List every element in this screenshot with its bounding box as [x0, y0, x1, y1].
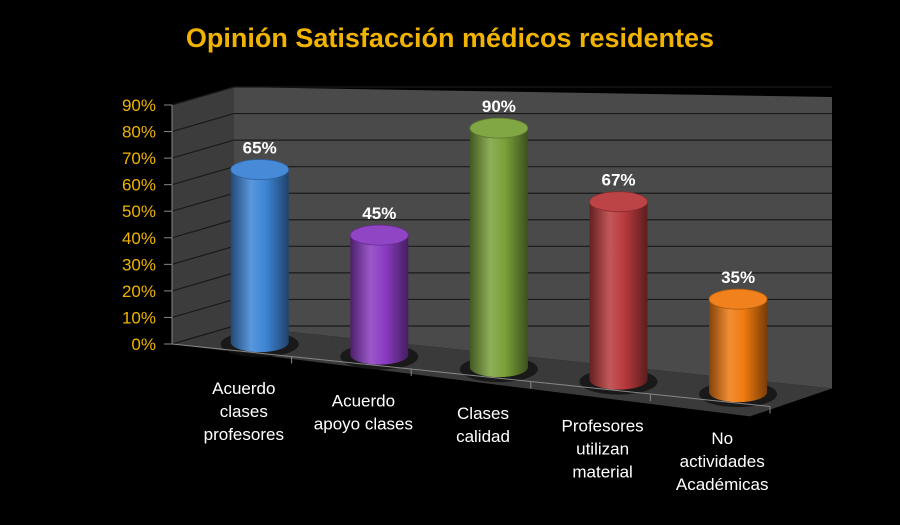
y-tick-label: 40%: [122, 229, 156, 248]
data-label: 67%: [601, 171, 635, 190]
gridline: [171, 86, 832, 106]
gridline: [171, 112, 832, 133]
x-tick-label: Acuerdo apoyo clases: [314, 392, 413, 434]
side-wall: [172, 87, 234, 344]
x-tick-label: Clases calidad: [456, 404, 510, 446]
y-tick-label: 60%: [122, 176, 156, 195]
y-tick-label: 80%: [122, 123, 156, 142]
bar-1: [220, 159, 299, 358]
x-tick-label: No actividades Académicas: [676, 429, 769, 494]
x-tick-label: Acuerdo clases profesores: [204, 379, 284, 444]
y-tick-label: 90%: [122, 96, 156, 115]
bar-5: [699, 288, 778, 408]
y-tick-label: 50%: [122, 202, 156, 221]
y-tick-label: 20%: [122, 282, 156, 301]
bar-3: [459, 117, 538, 383]
chart-title: Opinión Satisfacción médicos residentes: [186, 23, 714, 53]
x-tick-label: Profesores utilizan material: [561, 417, 643, 482]
bar-4: [579, 191, 658, 395]
data-label: 45%: [362, 204, 396, 223]
data-label: 90%: [482, 97, 516, 116]
y-tick-label: 10%: [122, 308, 156, 327]
gridline: [171, 139, 832, 159]
y-tick-label: 30%: [122, 255, 156, 274]
bars: [220, 117, 778, 408]
data-label: 35%: [721, 268, 755, 287]
bar-2: [340, 224, 419, 370]
x-axis-line: [171, 343, 771, 407]
y-tick-label: 0%: [131, 335, 156, 354]
y-tick-label: 70%: [122, 149, 156, 168]
data-labels: 65% 45% 90% 67% 35%: [243, 97, 755, 287]
data-label: 65%: [243, 139, 277, 158]
x-axis: Acuerdo clases profesores Acuerdo apoyo clas…: [171, 343, 771, 494]
